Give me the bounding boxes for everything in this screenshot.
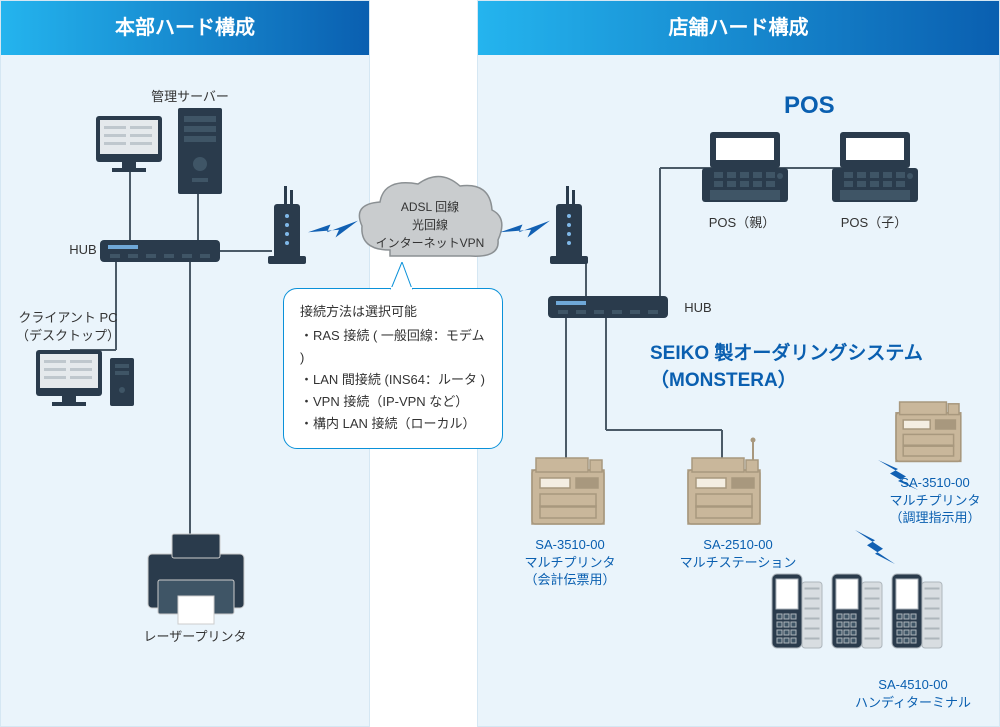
- bolt-right-icon: [500, 218, 550, 244]
- callout-item-0: ・RAS 接続 ( 一般回線：モデム ): [300, 325, 486, 369]
- bolt-left-icon: [308, 218, 358, 244]
- callout-title: 接続方法は選択可能: [300, 301, 486, 323]
- hub-right-label: HUB: [678, 299, 718, 317]
- hub-left-label: HUB: [63, 241, 103, 259]
- callout-item-3: ・構内 LAN 接続（ローカル）: [300, 413, 486, 435]
- cloud-text: ADSL 回線 光回線 インターネットVPN: [360, 198, 500, 252]
- pos-child-label: POS（子）: [834, 214, 914, 232]
- bolt-wifi2-icon: [855, 530, 895, 564]
- connection-callout: 接続方法は選択可能 ・RAS 接続 ( 一般回線：モデム ) ・LAN 間接続 …: [283, 288, 503, 449]
- seiko-title: SEIKO 製オーダリングシステム （MONSTERA）: [650, 341, 923, 394]
- sa3510-cook-label: SA-3510-00 マルチプリンタ （調理指示用）: [880, 474, 990, 527]
- pos-title: POS: [784, 92, 835, 120]
- client-pc-label: クライアント PC （デスクトップ）: [3, 309, 133, 344]
- callout-pointer: [388, 262, 418, 290]
- cloud-line3: インターネットVPN: [360, 234, 500, 252]
- sa3510-acc-label: SA-3510-00 マルチプリンタ （会計伝票用）: [510, 536, 630, 589]
- pos-parent-label: POS（親）: [702, 214, 782, 232]
- cloud-line1: ADSL 回線: [360, 198, 500, 216]
- sa4510-label: SA-4510-00 ハンディターミナル: [838, 676, 988, 711]
- laser-printer-label: レーザープリンタ: [130, 628, 260, 646]
- callout-item-2: ・VPN 接続（IP-VPN など）: [300, 391, 486, 413]
- callout-item-1: ・LAN 間接続 (INS64：ルータ ): [300, 369, 486, 391]
- sa2510-label: SA-2510-00 マルチステーション: [668, 536, 808, 571]
- cloud-line2: 光回線: [360, 216, 500, 234]
- mgmt-server-label: 管理サーバー: [130, 88, 250, 106]
